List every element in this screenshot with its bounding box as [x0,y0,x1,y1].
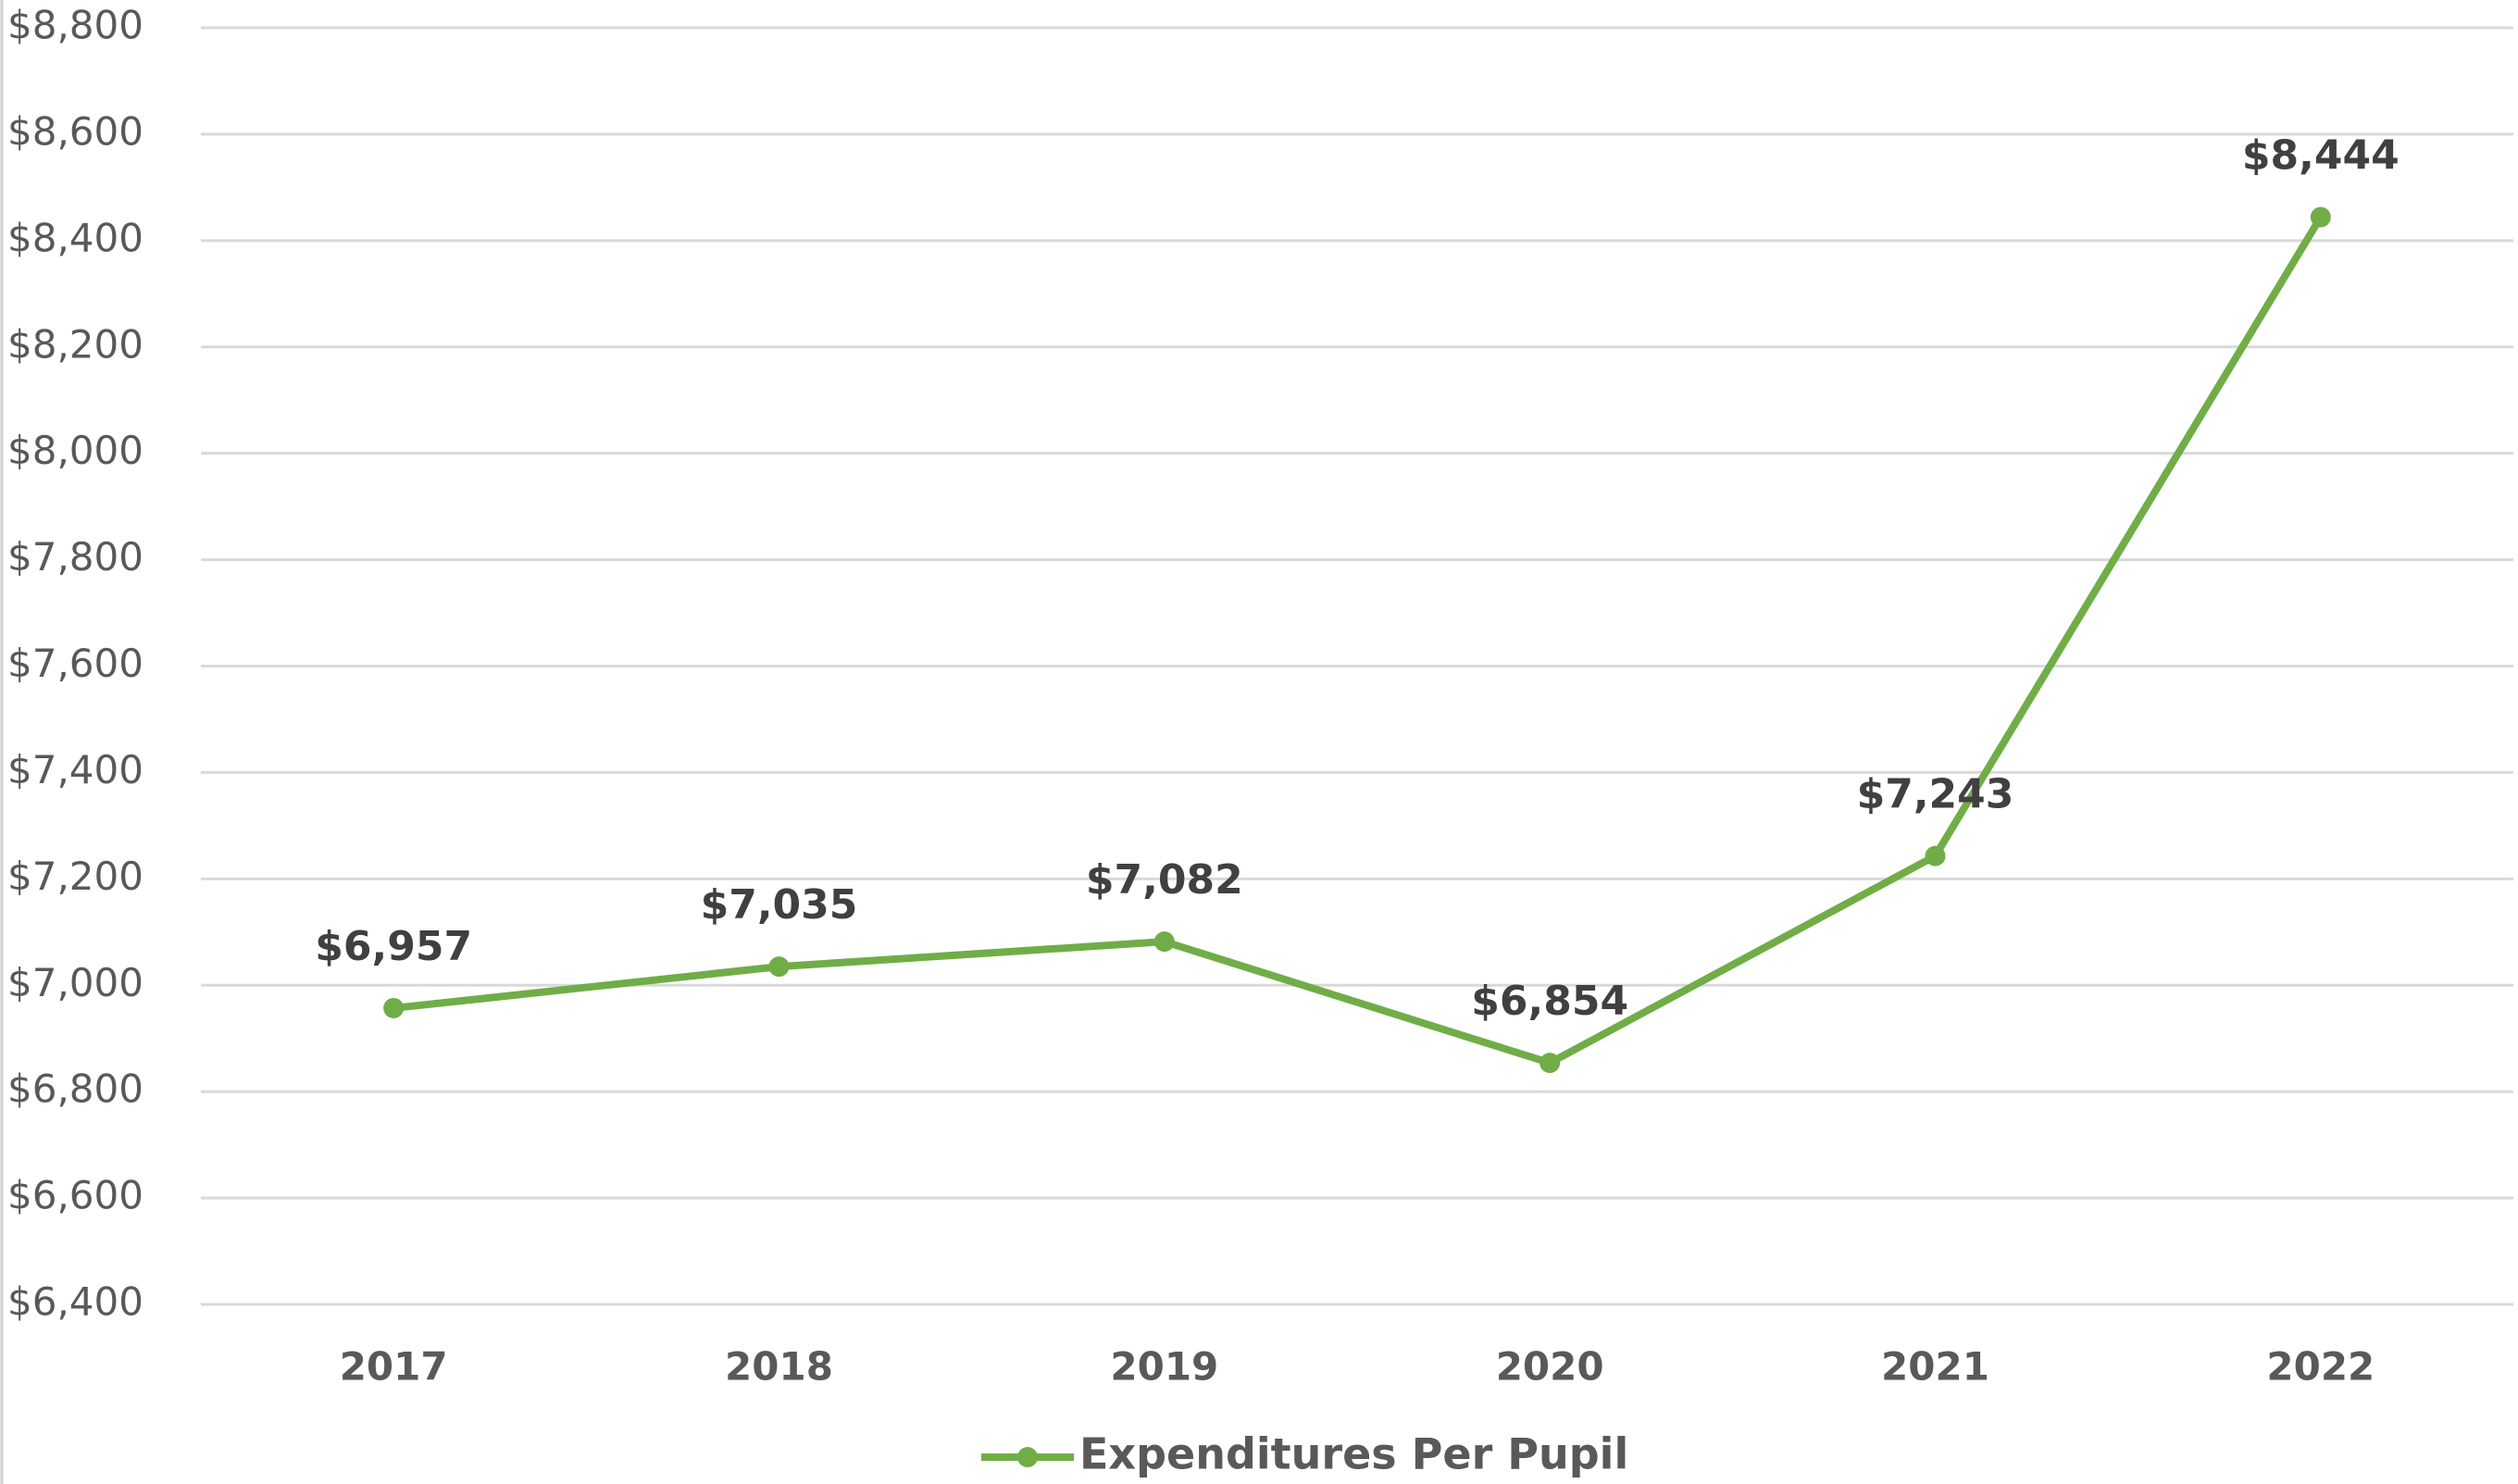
y-tick-label: $6,800 [7,1066,143,1112]
series-line [393,215,2325,1067]
y-tick-label: $8,800 [7,3,143,48]
point-marker [1153,931,1175,953]
data-label: $7,082 [1086,856,1243,904]
point-marker [383,997,405,1018]
y-tick-label: $8,600 [7,108,143,154]
y-tick-label: $7,800 [7,534,143,580]
y-tick-label: $8,200 [7,321,143,367]
y-tick-label: $7,600 [7,641,143,686]
x-tick-label: 2022 [2266,1344,2375,1390]
y-tick-label: $7,200 [7,854,143,899]
data-label: $7,035 [701,881,858,929]
y-tick-label: $8,400 [7,215,143,260]
data-label: $8,444 [2242,132,2400,180]
y-tick-label: $8,000 [7,428,143,473]
x-tick-label: 2020 [1496,1344,1604,1390]
point-marker [1925,845,1946,867]
point-marker [768,956,790,978]
y-tick-label: $6,400 [7,1279,143,1325]
y-tick-label: $7,400 [7,747,143,792]
data-label: $6,854 [1471,978,1628,1025]
data-label: $6,957 [315,923,472,970]
x-tick-label: 2019 [1110,1344,1218,1390]
x-tick-label: 2017 [340,1344,448,1390]
point-marker [1539,1053,1561,1074]
x-tick-label: 2021 [1881,1344,1989,1390]
legend-marker [1017,1447,1038,1467]
y-tick-label: $7,000 [7,960,143,1005]
legend-label: Expenditures Per Pupil [1079,1429,1628,1479]
x-tick-label: 2018 [725,1344,833,1390]
y-tick-label: $6,600 [7,1173,143,1218]
point-marker [2310,206,2331,228]
data-label: $7,243 [1857,771,2014,818]
